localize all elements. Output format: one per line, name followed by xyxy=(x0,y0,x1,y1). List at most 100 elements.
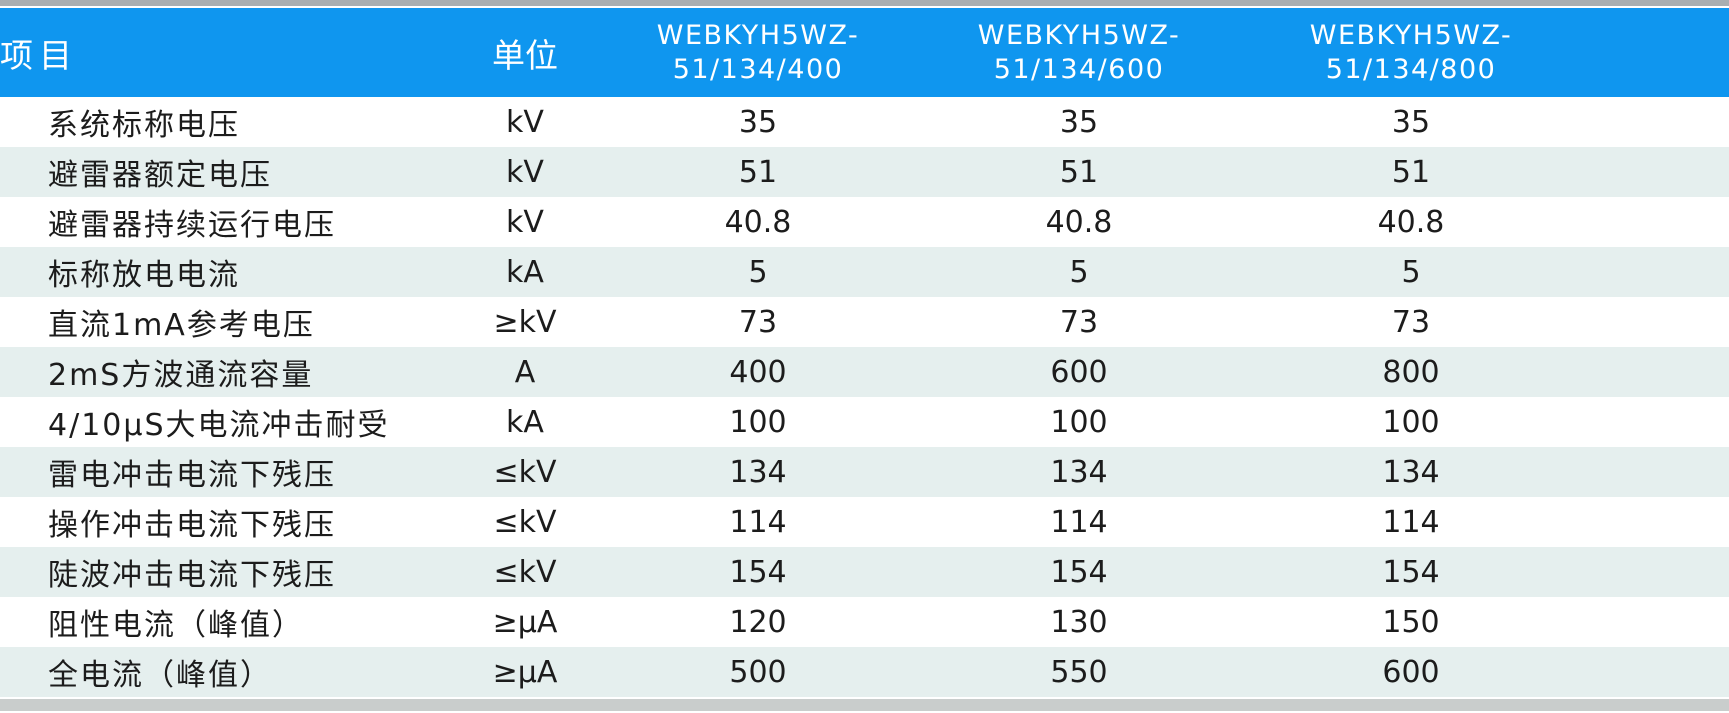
model-name-line1: WEBKYH5WZ- xyxy=(656,19,860,51)
table-row: 直流1mA参考电压 ≥kV 73 73 73 xyxy=(0,297,1729,347)
value-cell: 154 xyxy=(1050,554,1108,590)
top-border-strip xyxy=(0,0,1729,8)
item-cell: 阻性电流（峰值） xyxy=(48,608,304,643)
model-name-line2: 51/134/800 xyxy=(1325,53,1497,85)
spacer-cell xyxy=(1579,647,1729,697)
spacer-cell xyxy=(1579,247,1729,297)
unit-cell: ≤kV xyxy=(493,454,557,490)
unit-cell: ≤kV xyxy=(493,554,557,590)
value-cell: 100 xyxy=(1382,404,1440,440)
value-cell: 154 xyxy=(1382,554,1440,590)
column-header-item: 项目 xyxy=(0,8,449,97)
unit-cell: ≤kV xyxy=(493,504,557,540)
column-header-unit: 单位 xyxy=(449,8,601,97)
item-cell: 全电流（峰值） xyxy=(48,658,272,693)
item-cell: 雷电冲击电流下残压 xyxy=(48,458,336,493)
model-name-line1: WEBKYH5WZ- xyxy=(977,19,1181,51)
value-cell: 51 xyxy=(738,154,778,190)
value-cell: 134 xyxy=(1050,454,1108,490)
unit-cell: kV xyxy=(506,154,544,190)
value-cell: 35 xyxy=(738,104,778,140)
spacer-cell xyxy=(1579,597,1729,647)
item-cell: 操作冲击电流下残压 xyxy=(48,508,336,543)
value-cell: 51 xyxy=(1059,154,1099,190)
unit-cell: ≥kV xyxy=(493,304,557,340)
spacer-cell xyxy=(1579,397,1729,447)
value-cell: 114 xyxy=(1050,504,1108,540)
value-cell: 134 xyxy=(1382,454,1440,490)
header-spacer-cell xyxy=(1579,8,1729,97)
value-cell: 154 xyxy=(729,554,787,590)
value-cell: 5 xyxy=(1401,254,1421,290)
table-row: 2mS方波通流容量 A 400 600 800 xyxy=(0,347,1729,397)
value-cell: 40.8 xyxy=(724,204,792,240)
value-cell: 800 xyxy=(1382,354,1440,390)
value-cell: 5 xyxy=(748,254,768,290)
value-cell: 35 xyxy=(1391,104,1431,140)
item-cell: 标称放电电流 xyxy=(48,258,240,293)
table-row: 系统标称电压 kV 35 35 35 xyxy=(0,97,1729,147)
value-cell: 134 xyxy=(729,454,787,490)
spacer-cell xyxy=(1579,547,1729,597)
value-cell: 500 xyxy=(729,654,787,690)
unit-cell: ≥μA xyxy=(492,654,558,690)
unit-cell: kV xyxy=(506,204,544,240)
model-name-line2: 51/134/600 xyxy=(993,53,1165,85)
value-cell: 73 xyxy=(1391,304,1431,340)
item-cell: 避雷器持续运行电压 xyxy=(48,208,336,243)
spacer-cell xyxy=(1579,147,1729,197)
header-row: 项目 单位 WEBKYH5WZ- 51/134/400 WEBKYH5WZ- 5… xyxy=(0,8,1729,97)
value-cell: 120 xyxy=(729,604,787,640)
model-name-line2: 51/134/400 xyxy=(672,53,844,85)
value-cell: 73 xyxy=(1059,304,1099,340)
value-cell: 100 xyxy=(1050,404,1108,440)
spacer-cell xyxy=(1579,497,1729,547)
model-name-line1: WEBKYH5WZ- xyxy=(1309,19,1513,51)
table-row: 雷电冲击电流下残压 ≤kV 134 134 134 xyxy=(0,447,1729,497)
unit-cell: A xyxy=(514,354,536,390)
value-cell: 51 xyxy=(1391,154,1431,190)
item-cell: 4/10μS大电流冲击耐受 xyxy=(48,408,390,443)
spacer-cell xyxy=(1579,97,1729,147)
table-row: 避雷器持续运行电压 kV 40.8 40.8 40.8 xyxy=(0,197,1729,247)
value-cell: 400 xyxy=(729,354,787,390)
spacer-cell xyxy=(1579,197,1729,247)
item-cell: 直流1mA参考电压 xyxy=(48,308,315,343)
value-cell: 100 xyxy=(729,404,787,440)
value-cell: 40.8 xyxy=(1377,204,1445,240)
column-header-model-600: WEBKYH5WZ- 51/134/600 xyxy=(915,8,1243,97)
unit-cell: ≥μA xyxy=(492,604,558,640)
item-cell: 2mS方波通流容量 xyxy=(48,358,314,393)
value-cell: 600 xyxy=(1382,654,1440,690)
value-cell: 114 xyxy=(729,504,787,540)
value-cell: 130 xyxy=(1050,604,1108,640)
unit-cell: kA xyxy=(506,404,544,440)
table-row: 标称放电电流 kA 5 5 5 xyxy=(0,247,1729,297)
bottom-border-strip xyxy=(0,697,1729,711)
column-header-model-800: WEBKYH5WZ- 51/134/800 xyxy=(1243,8,1579,97)
table-row: 全电流（峰值） ≥μA 500 550 600 xyxy=(0,647,1729,697)
value-cell: 35 xyxy=(1059,104,1099,140)
spacer-cell xyxy=(1579,297,1729,347)
column-header-model-400: WEBKYH5WZ- 51/134/400 xyxy=(601,8,915,97)
table-row: 陡波冲击电流下残压 ≤kV 154 154 154 xyxy=(0,547,1729,597)
item-cell: 陡波冲击电流下残压 xyxy=(48,558,336,593)
unit-cell: kV xyxy=(506,104,544,140)
table-row: 操作冲击电流下残压 ≤kV 114 114 114 xyxy=(0,497,1729,547)
value-cell: 550 xyxy=(1050,654,1108,690)
item-cell: 系统标称电压 xyxy=(48,108,240,143)
value-cell: 40.8 xyxy=(1045,204,1113,240)
table-row: 4/10μS大电流冲击耐受 kA 100 100 100 xyxy=(0,397,1729,447)
spacer-cell xyxy=(1579,347,1729,397)
unit-cell: kA xyxy=(506,254,544,290)
value-cell: 73 xyxy=(738,304,778,340)
value-cell: 114 xyxy=(1382,504,1440,540)
value-cell: 150 xyxy=(1382,604,1440,640)
spec-table: 项目 单位 WEBKYH5WZ- 51/134/400 WEBKYH5WZ- 5… xyxy=(0,8,1729,697)
spacer-cell xyxy=(1579,447,1729,497)
table-row: 避雷器额定电压 kV 51 51 51 xyxy=(0,147,1729,197)
value-cell: 600 xyxy=(1050,354,1108,390)
value-cell: 5 xyxy=(1069,254,1089,290)
table-row: 阻性电流（峰值） ≥μA 120 130 150 xyxy=(0,597,1729,647)
